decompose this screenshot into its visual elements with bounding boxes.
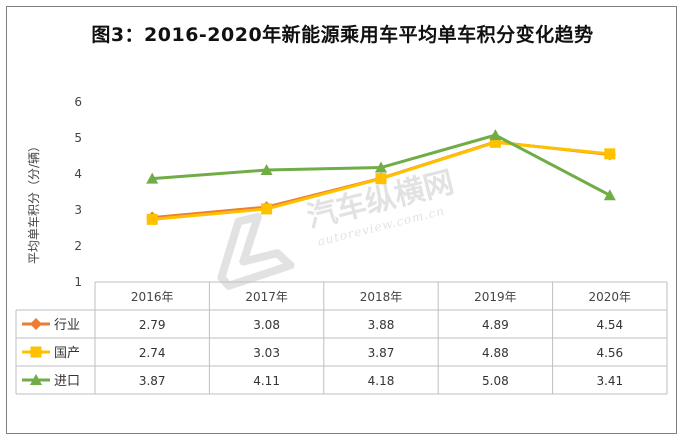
table-value: 4.11 [253,374,280,388]
table-value: 2.74 [139,346,166,360]
x-category-label: 2018年 [360,290,403,304]
x-category-label: 2016年 [131,290,174,304]
y-tick-label: 3 [74,203,82,217]
y-tick-label: 5 [74,131,82,145]
table-value: 4.88 [482,346,509,360]
chart-title: 图3：2016-2020年新能源乘用车平均单车积分变化趋势 [91,24,594,46]
y-axis-title: 平均单车积分（分/辆） [26,140,41,264]
series-3-point [603,189,616,201]
series-2-point [146,213,158,225]
x-category-label: 2017年 [245,290,288,304]
series-2-point [489,136,501,148]
series-3-point [260,164,273,176]
series-2-point [604,148,616,160]
x-category-label: 2019年 [474,290,517,304]
table-value: 5.08 [482,374,509,388]
table-value: 4.56 [596,346,623,360]
legend-label: 国产 [54,346,80,361]
series-3-point [146,172,159,184]
y-tick-label: 1 [74,275,82,289]
table-value: 3.41 [596,374,623,388]
legend-label: 进口 [54,374,80,389]
table-value: 2.79 [139,318,166,332]
legend-marker-1 [30,318,42,330]
legend-marker-2 [30,346,42,358]
series-3-point [489,129,502,141]
table-value: 3.87 [139,374,166,388]
x-category-label: 2020年 [589,290,632,304]
table-value: 4.54 [596,318,623,332]
table-value: 3.03 [253,346,280,360]
series-2-point [375,173,387,185]
series-3-point [375,161,387,173]
y-tick-label: 6 [74,95,82,109]
table-value: 3.87 [368,346,395,360]
legend-label: 行业 [54,318,80,333]
chart-frame [6,6,677,434]
y-tick-label: 4 [74,167,82,181]
legend-marker-3 [30,374,42,385]
table-value: 4.89 [482,318,509,332]
table-value: 4.18 [368,374,395,388]
table-value: 3.08 [253,318,280,332]
table-value: 3.88 [368,318,395,332]
series-2-point [261,203,273,215]
y-tick-label: 2 [74,239,82,253]
